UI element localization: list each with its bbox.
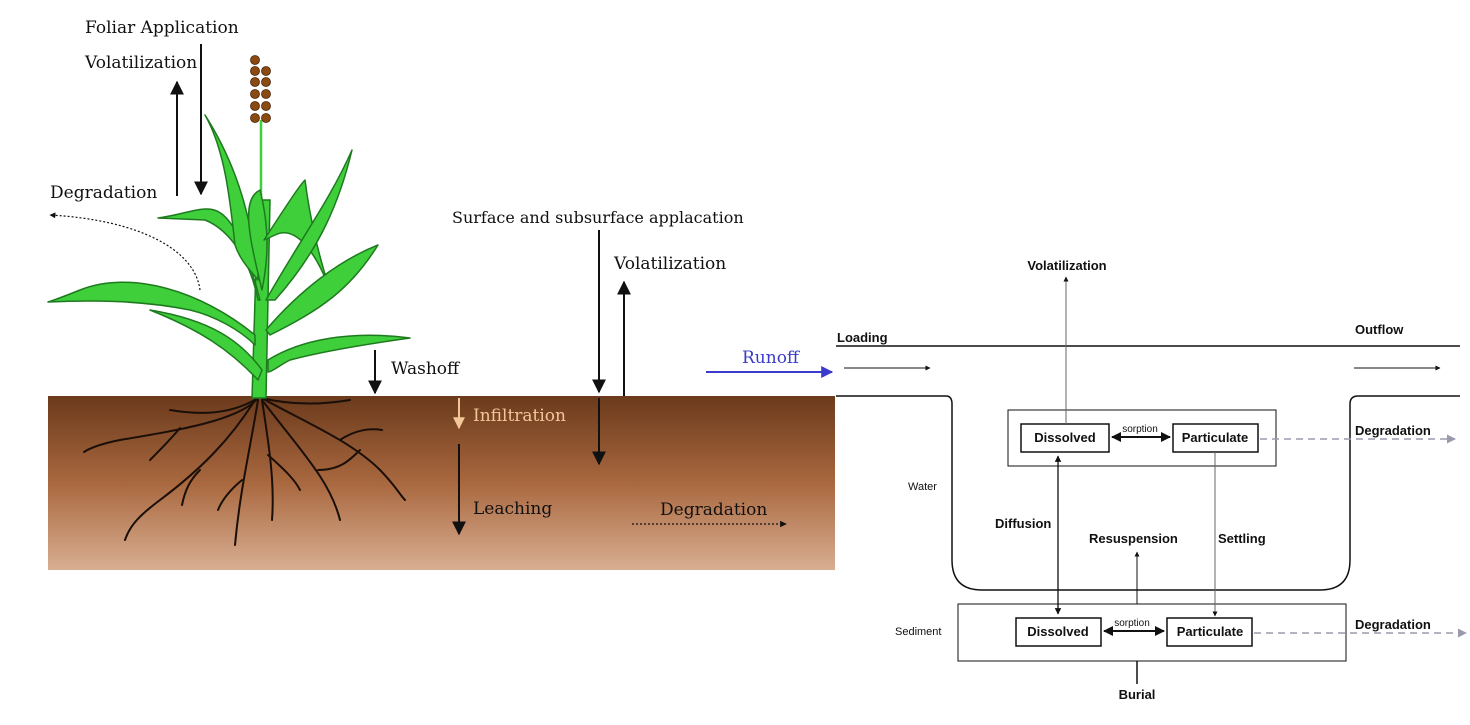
washoff-label: Washoff <box>391 359 461 379</box>
tassel-seeds <box>250 55 271 123</box>
foliar-application-label: Foliar Application <box>85 18 239 38</box>
surface-subsurface-label: Surface and subsurface applacation <box>452 208 744 227</box>
water-sorption-label: sorption <box>1122 424 1158 435</box>
degradation-soil-label: Degradation <box>660 500 767 520</box>
sediment-degradation-label: Degradation <box>1355 617 1431 632</box>
water-label: Water <box>908 481 937 493</box>
loading-label: Loading <box>837 330 888 345</box>
plant-leaves <box>47 114 411 381</box>
sediment-dissolved-label: Dissolved <box>1027 624 1088 639</box>
water-dissolved-box <box>1020 423 1110 453</box>
plant-roots <box>83 397 406 546</box>
resuspension-label: Resuspension <box>1089 531 1178 546</box>
water-dissolved-label: Dissolved <box>1034 430 1095 445</box>
sediment-dissolved-box <box>1015 617 1102 647</box>
runoff-label: Runoff <box>742 348 801 368</box>
soil-layer <box>48 396 835 570</box>
water-degradation-label: Degradation <box>1355 423 1431 438</box>
diffusion-label: Diffusion <box>995 516 1051 531</box>
volatilization-top-label: Volatilization <box>84 53 197 73</box>
water-particulate-label: Particulate <box>1182 430 1248 445</box>
settling-label: Settling <box>1218 531 1266 546</box>
sediment-particulate-box <box>1166 617 1253 647</box>
degradation-air-arrow <box>49 212 201 291</box>
volatilization-label: Volatilization <box>1027 258 1106 273</box>
outflow-label: Outflow <box>1355 322 1404 337</box>
burial-label: Burial <box>1119 687 1156 702</box>
volatilization-soil-label: Volatilization <box>613 254 726 274</box>
infiltration-label: Infiltration <box>473 406 566 426</box>
water-sediment-panel: Dissolved Particulate Dissolved Particul… <box>836 258 1467 702</box>
sediment-sorption-label: sorption <box>1114 618 1150 629</box>
leaching-label: Leaching <box>473 499 552 519</box>
sediment-label: Sediment <box>895 626 941 638</box>
degradation-air-label: Degradation <box>50 183 157 203</box>
soil-plant-panel: Foliar Application Volatilization Degrad… <box>47 18 835 570</box>
sediment-particulate-label: Particulate <box>1177 624 1243 639</box>
water-channel-outline <box>836 395 1460 591</box>
